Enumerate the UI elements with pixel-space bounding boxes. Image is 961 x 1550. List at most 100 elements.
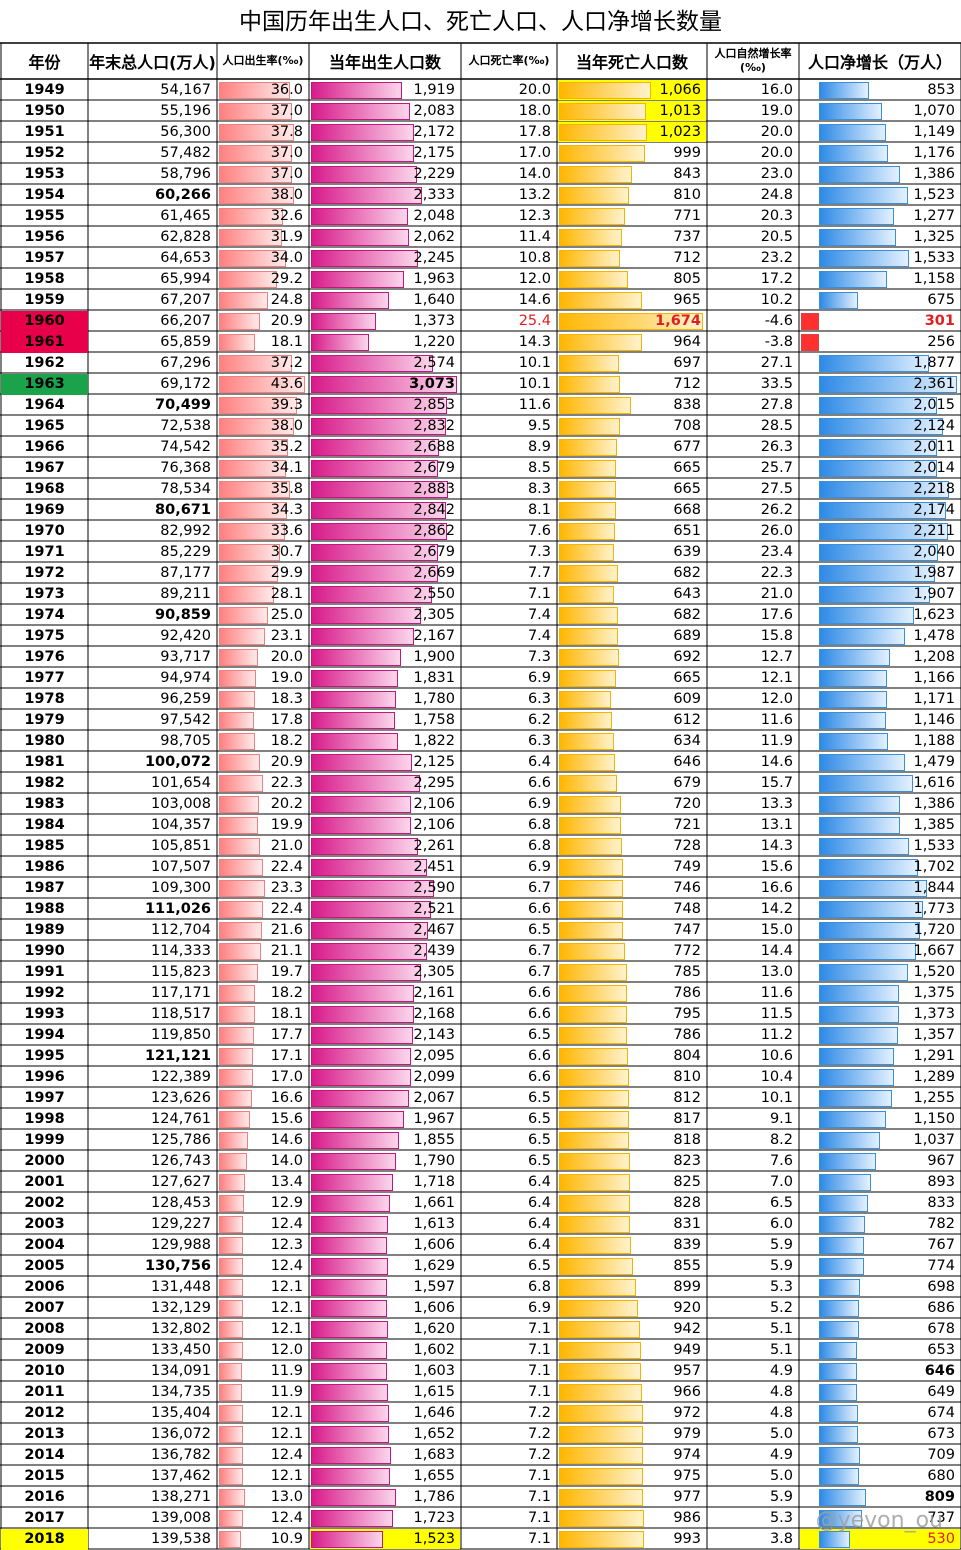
net-growth-cell: 1,176 [913, 145, 955, 161]
total-population-cell: 72,538 [160, 418, 211, 434]
net-growth-cell: 1,533 [913, 250, 955, 266]
column-header: 人口自然增长率(‰) [714, 47, 792, 74]
deaths-bar [559, 1531, 644, 1548]
net-growth-cell: 1,479 [913, 754, 955, 770]
year-cell: 1990 [24, 943, 65, 959]
births-cell: 1,603 [413, 1363, 455, 1379]
column-header: 人口净增长（万人） [807, 53, 952, 72]
total-population-cell: 135,404 [151, 1405, 211, 1421]
natural-growth-rate-cell: 5.3 [769, 1279, 793, 1295]
net-growth-bar [819, 187, 908, 204]
birth-rate-cell: 12.9 [270, 1195, 303, 1211]
deaths-cell: 839 [673, 1237, 701, 1253]
deaths-cell: 646 [673, 754, 701, 770]
net-growth-cell: 1,255 [913, 1090, 955, 1106]
net-growth-negative-bar [801, 334, 819, 351]
deaths-cell: 665 [673, 460, 701, 476]
birth-rate-bar [219, 649, 258, 666]
net-growth-cell: 1,702 [913, 859, 955, 875]
net-growth-bar [819, 1090, 892, 1107]
total-population-cell: 55,196 [160, 103, 211, 119]
net-growth-cell: 1,844 [913, 880, 955, 896]
net-growth-cell: 1,523 [913, 187, 955, 203]
net-growth-cell: 1,171 [913, 691, 955, 707]
net-growth-negative-bar [801, 313, 819, 330]
death-rate-cell: 6.4 [527, 1237, 551, 1253]
net-growth-bar [819, 292, 858, 309]
net-growth-cell: 2,124 [913, 418, 955, 434]
deaths-cell: 721 [673, 817, 701, 833]
year-cell: 1962 [24, 355, 65, 371]
death-rate-cell: 6.8 [527, 817, 551, 833]
year-cell: 1989 [24, 922, 65, 938]
deaths-bar [559, 754, 615, 771]
total-population-cell: 131,448 [151, 1279, 211, 1295]
deaths-cell: 828 [673, 1195, 701, 1211]
net-growth-cell: 1,149 [913, 124, 955, 140]
births-bar [311, 565, 438, 582]
births-bar [311, 607, 421, 624]
births-bar [311, 502, 446, 519]
net-growth-bar [819, 1216, 865, 1233]
net-growth-cell: 1,291 [913, 1048, 955, 1064]
birth-rate-bar [219, 1384, 242, 1401]
net-growth-bar [819, 166, 900, 183]
deaths-cell: 993 [673, 1531, 701, 1547]
birth-rate-cell: 35.2 [270, 439, 303, 455]
births-cell: 2,853 [413, 397, 455, 413]
death-rate-cell: 6.5 [527, 1132, 551, 1148]
total-population-cell: 92,420 [160, 628, 211, 644]
births-bar [311, 544, 438, 561]
births-bar [311, 124, 414, 141]
deaths-cell: 795 [673, 1006, 701, 1022]
deaths-cell: 975 [673, 1468, 701, 1484]
net-growth-cell: 2,011 [913, 439, 955, 455]
deaths-cell: 749 [673, 859, 701, 875]
deaths-bar [559, 271, 628, 288]
death-rate-cell: 6.7 [527, 880, 551, 896]
natural-growth-rate-cell: 5.9 [769, 1237, 793, 1253]
natural-growth-rate-cell: 13.3 [760, 796, 793, 812]
net-growth-bar [819, 1363, 857, 1380]
death-rate-cell: 7.3 [527, 544, 551, 560]
death-rate-cell: 7.1 [527, 586, 551, 602]
death-rate-cell: 6.6 [527, 1048, 551, 1064]
net-growth-bar [819, 1342, 857, 1359]
net-growth-bar [819, 439, 937, 456]
net-growth-bar [819, 208, 894, 225]
births-cell: 2,175 [413, 145, 455, 161]
birth-rate-bar [219, 334, 255, 351]
deaths-cell: 612 [673, 712, 701, 728]
net-growth-bar [819, 649, 890, 666]
births-cell: 1,758 [413, 712, 455, 728]
deaths-bar [559, 817, 621, 834]
total-population-cell: 130,756 [144, 1258, 211, 1274]
birth-rate-bar [219, 733, 255, 750]
births-cell: 1,606 [413, 1300, 455, 1316]
birth-rate-cell: 18.3 [270, 691, 303, 707]
birth-rate-bar [219, 1132, 248, 1149]
total-population-cell: 127,627 [151, 1174, 211, 1190]
births-cell: 1,629 [413, 1258, 455, 1274]
total-population-cell: 65,994 [160, 271, 211, 287]
birth-rate-cell: 14.0 [270, 1153, 303, 1169]
natural-growth-rate-cell: 17.2 [760, 271, 793, 287]
birth-rate-bar [219, 691, 255, 708]
year-cell: 1974 [24, 607, 65, 623]
natural-growth-rate-cell: 33.5 [760, 376, 793, 392]
deaths-cell: 1,013 [659, 103, 701, 119]
net-growth-cell: 2,174 [913, 502, 955, 518]
deaths-cell: 979 [673, 1426, 701, 1442]
total-population-cell: 94,974 [160, 670, 211, 686]
death-rate-cell: 13.2 [518, 187, 551, 203]
natural-growth-rate-cell: 6.5 [769, 1195, 793, 1211]
birth-rate-bar [219, 838, 260, 855]
birth-rate-cell: 37.0 [270, 103, 303, 119]
deaths-cell: 786 [673, 985, 701, 1001]
total-population-cell: 105,851 [151, 838, 211, 854]
births-cell: 2,245 [413, 250, 455, 266]
births-bar [311, 1531, 383, 1548]
total-population-cell: 80,671 [155, 502, 211, 518]
birth-rate-bar [219, 313, 260, 330]
